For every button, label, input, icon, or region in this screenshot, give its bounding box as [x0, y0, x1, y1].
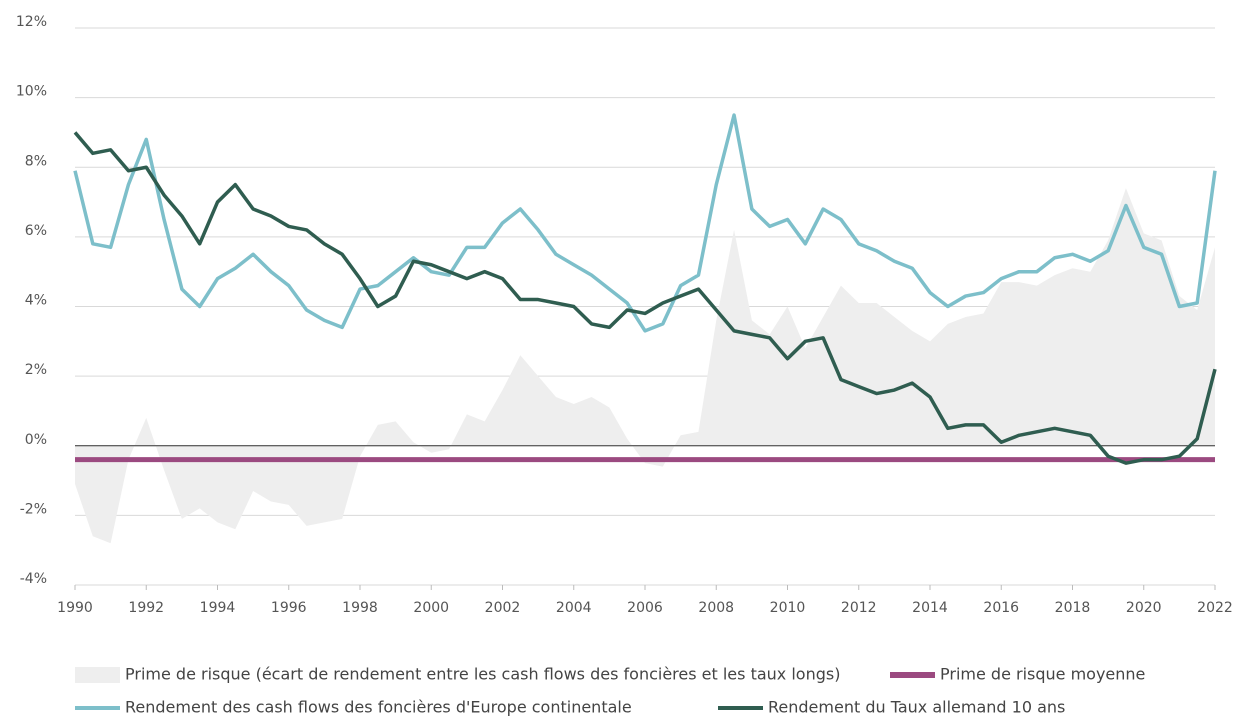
- legend: Prime de risque (écart de rendement entr…: [75, 665, 1145, 717]
- x-tick-label: 1990: [57, 600, 93, 616]
- x-tick-label: 2008: [698, 600, 734, 616]
- line: [73, 113, 1217, 333]
- legend-label: Rendement du Taux allemand 10 ans: [768, 698, 1065, 717]
- x-tick-label: 2012: [841, 600, 877, 616]
- series-group: [75, 188, 1215, 544]
- x-tick-label: 1996: [271, 600, 307, 616]
- legend-label: Rendement des cash flows des foncières d…: [125, 698, 632, 717]
- y-tick-label: 6%: [25, 223, 47, 239]
- x-tick-label: 2002: [485, 600, 521, 616]
- y-tick-label: 4%: [25, 293, 47, 309]
- y-tick-label: 10%: [16, 84, 47, 100]
- x-tick-label: 1994: [200, 600, 236, 616]
- x-tick-label: 2004: [556, 600, 592, 616]
- x-tick-label: 2006: [627, 600, 663, 616]
- x-tick-label: 2000: [413, 600, 449, 616]
- y-tick-label: 0%: [25, 432, 47, 448]
- legend-label: Prime de risque moyenne: [940, 665, 1145, 684]
- x-tick-label: 2014: [912, 600, 948, 616]
- legend-swatch: [75, 667, 120, 683]
- legend-label: Prime de risque (écart de rendement entr…: [125, 665, 840, 684]
- x-tick-label: 1998: [342, 600, 378, 616]
- x-tick-label: 2020: [1126, 600, 1162, 616]
- y-tick-label: -4%: [20, 571, 47, 587]
- line: [73, 131, 1217, 465]
- y-tick-label: 8%: [25, 153, 47, 169]
- y-tick-label: 2%: [25, 362, 47, 378]
- x-tick-label: 2016: [983, 600, 1019, 616]
- x-tick-label: 2018: [1055, 600, 1091, 616]
- x-tick-label: 1992: [128, 600, 164, 616]
- y-tick-label: 12%: [16, 14, 47, 30]
- x-tick-label: 2010: [770, 600, 806, 616]
- area: [75, 188, 1215, 544]
- y-tick-label: -2%: [20, 501, 47, 517]
- x-tick-label: 2022: [1197, 600, 1233, 616]
